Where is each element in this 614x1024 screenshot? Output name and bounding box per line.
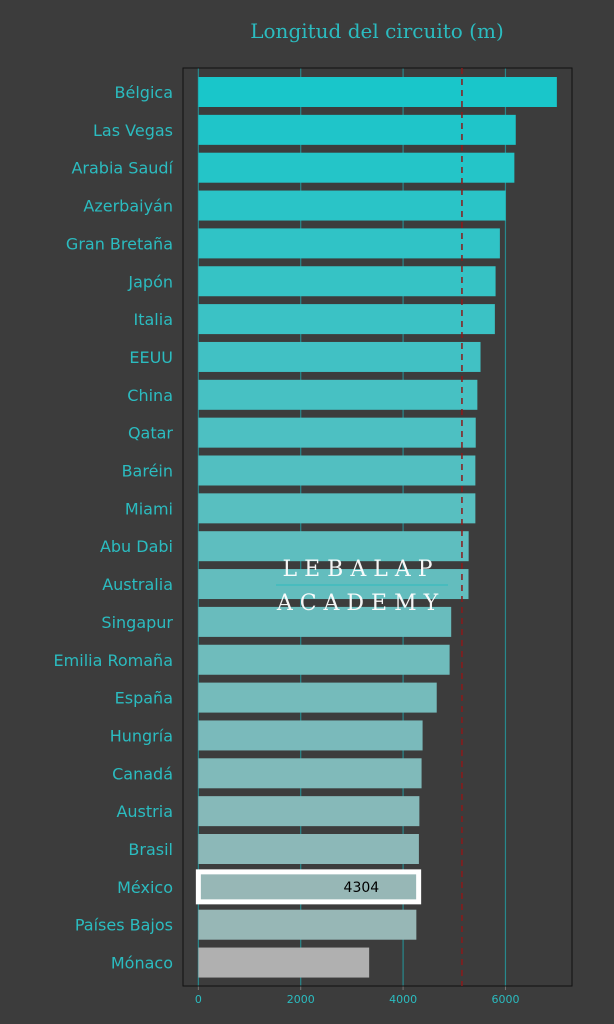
category-label: Gran Bretaña bbox=[66, 234, 173, 253]
bar bbox=[198, 947, 370, 978]
watermark-line1: LEBALAP bbox=[282, 557, 439, 582]
bar bbox=[198, 190, 506, 221]
bar bbox=[198, 531, 469, 562]
category-label: Hungría bbox=[110, 726, 173, 745]
category-label: Miami bbox=[125, 499, 173, 518]
category-label: Singapur bbox=[101, 613, 173, 632]
category-label: España bbox=[115, 689, 173, 708]
bar bbox=[198, 834, 419, 864]
bar bbox=[198, 417, 476, 448]
category-label: EEUU bbox=[129, 348, 173, 367]
bar bbox=[198, 909, 417, 940]
category-label: China bbox=[127, 386, 173, 405]
bar bbox=[198, 304, 495, 335]
category-label: Austria bbox=[116, 802, 173, 821]
category-label: Australia bbox=[102, 575, 173, 594]
bar bbox=[198, 266, 496, 297]
category-label: Azerbaiyán bbox=[83, 197, 173, 216]
bar bbox=[198, 152, 515, 183]
x-axis-ticks: 0 2000 4000 6000 bbox=[195, 986, 519, 1006]
bar bbox=[198, 77, 557, 107]
bar bbox=[198, 606, 452, 637]
watermark-line2: ACADEMY bbox=[276, 591, 445, 616]
grid-lines bbox=[197, 68, 507, 986]
category-label: Baréin bbox=[122, 462, 173, 481]
x-tick-label: 2000 bbox=[287, 993, 315, 1006]
category-label: Canadá bbox=[112, 764, 173, 783]
bar bbox=[198, 644, 450, 675]
bar bbox=[198, 682, 437, 713]
category-label: Brasil bbox=[128, 840, 173, 859]
category-label: Italia bbox=[134, 310, 174, 329]
bar bbox=[198, 379, 478, 410]
bar bbox=[198, 796, 420, 827]
watermark: LEBALAP ACADEMY bbox=[276, 557, 448, 616]
category-label: Las Vegas bbox=[93, 121, 173, 140]
highlight-value-label: 4304 bbox=[344, 880, 380, 896]
bar bbox=[198, 493, 476, 524]
bar bbox=[198, 228, 500, 259]
category-label: Emilia Romaña bbox=[54, 651, 173, 670]
bar bbox=[198, 455, 476, 486]
bar bbox=[198, 758, 422, 789]
category-label: Arabia Saudí bbox=[71, 159, 173, 178]
highlight-group: 4304 bbox=[195, 869, 422, 905]
highlighted-bar bbox=[195, 869, 422, 905]
x-tick-label: 6000 bbox=[491, 993, 519, 1006]
category-labels: Bélgica Las Vegas Arabia Saudí Azerbaiyán Gr… bbox=[54, 83, 174, 973]
x-tick-label: 4000 bbox=[389, 993, 417, 1006]
bar-group bbox=[198, 77, 557, 978]
category-label: Japón bbox=[127, 272, 173, 291]
category-label: Países Bajos bbox=[75, 916, 173, 935]
bar bbox=[198, 720, 423, 751]
category-label: Abu Dabi bbox=[100, 537, 173, 556]
x-tick-label: 0 bbox=[195, 993, 202, 1006]
category-label: Qatar bbox=[128, 424, 173, 443]
category-label: Mónaco bbox=[111, 954, 173, 973]
category-label: México bbox=[117, 878, 173, 897]
bar bbox=[198, 341, 481, 372]
chart-title: Longitud del circuito (m) bbox=[250, 19, 504, 43]
bar bbox=[198, 569, 469, 600]
bar bbox=[198, 114, 516, 145]
plot-frame bbox=[182, 67, 573, 987]
category-label: Bélgica bbox=[115, 83, 173, 102]
